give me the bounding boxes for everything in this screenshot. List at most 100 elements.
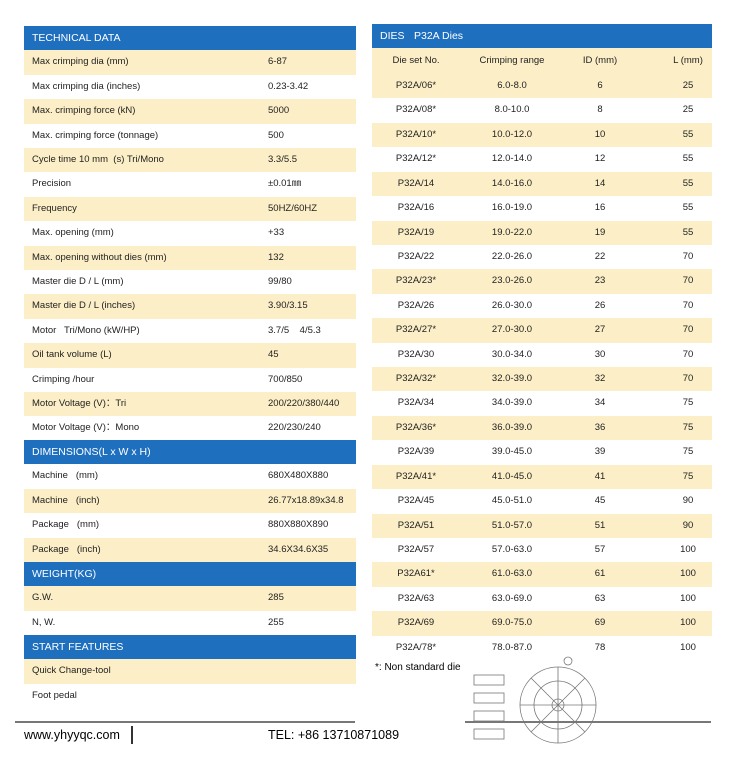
die-cell: 8 [597,104,603,116]
die-cell: 55 [682,226,694,238]
die-row: P32A/63 63.0-69.0 63 100 [372,587,712,611]
die-cell: 26 [594,299,606,311]
die-cell: P32A/69 [397,617,435,629]
spec-value: 132 [268,251,284,263]
die-cell: 90 [682,519,694,531]
die-cell: 69 [594,617,606,629]
die-cell: 19 [594,226,606,238]
spec-label: Crimping /hour [32,373,95,385]
spec-value: 700/850 [268,373,303,385]
spec-value: 6-87 [268,56,288,68]
spec-label: Max. opening without dies (mm) [32,251,167,263]
die-cell: 51.0-57.0 [491,519,533,531]
die-cell: 75 [682,470,694,482]
die-cell: 16 [594,202,606,214]
die-cell: 100 [680,592,696,604]
die-cell: P32A/32* [395,373,437,385]
die-cell: 100 [680,543,696,555]
section-header: DIMENSIONS(L x W x H) [24,440,356,465]
die-cell: 23.0-26.0 [491,275,533,287]
column-header-row: Die set No. Crimping range ID (mm) L (mm) [372,48,712,74]
die-cell: 16.0-19.0 [491,202,533,214]
spec-value: 45 [268,349,279,361]
die-cell: 19.0-22.0 [491,226,533,238]
die-row: P32A/27* 27.0-30.0 27 70 [372,318,712,343]
website: www.yhyyqc.com [24,728,120,742]
spec-label: Quick Change-tool [32,665,111,677]
column-header: Die set No. [392,55,440,66]
spec-row: Max. opening (mm) +33 [24,221,356,245]
spec-value: 285 [268,592,284,604]
die-cell: 78.0-87.0 [491,641,533,653]
die-cell: 41 [594,470,606,482]
die-cell: 70 [682,275,694,287]
spec-value: 880X880X890 [268,519,329,531]
spec-value: 26.77x18.89x34.8 [268,494,344,506]
die-row: P32A/06* 6.0-8.0 6 25 [372,74,712,99]
die-cell: P32A/19 [397,226,435,238]
die-cell: 26.0-30.0 [491,299,533,311]
die-cell: 32.0-39.0 [491,373,533,385]
die-cell: P32A/34 [397,397,435,409]
die-cell: 61.0-63.0 [491,568,533,580]
die-cell: P32A/57 [397,543,435,555]
spec-label: Max. opening (mm) [32,227,114,239]
die-cell: P32A/51 [397,519,435,531]
die-cell: 41.0-45.0 [491,470,533,482]
dies-header: DIES P32A Dies [372,24,712,48]
spec-row: Motor Voltage (V)：Tri 200/220/380/440 [24,392,356,417]
separator [131,726,133,744]
die-cell: 55 [682,177,694,189]
spec-value: 680X480X880 [268,470,329,482]
die-row: P32A/51 51.0-57.0 51 90 [372,513,712,538]
die-cell: 27 [594,324,606,336]
spec-value: ±0.01㎜ [268,178,302,190]
die-cell: 70 [682,324,694,336]
die-cell: 45.0-51.0 [491,495,533,507]
die-cell: P32A/16 [397,202,435,214]
die-cell: P32A/06* [395,80,437,91]
spec-value: 3.3/5.5 [268,154,298,165]
die-cell: 32 [594,373,606,385]
spec-label: Master die D / L (mm) [32,276,124,287]
die-row: P32A/08* 8.0-10.0 8 25 [372,98,712,122]
die-cell: 57 [594,543,606,555]
die-cell: 100 [680,617,696,629]
die-cell: 63 [594,592,606,604]
die-cell: 57.0-63.0 [491,543,533,555]
die-cell: 70 [682,250,694,262]
die-cell: 14.0-16.0 [491,177,533,189]
spec-label: Package (inch) [32,543,101,555]
die-cell: 61 [594,568,606,580]
die-cell: 6.0-8.0 [497,80,527,91]
spec-label: Max. crimping force (tonnage) [32,129,159,141]
die-cell: 10 [594,128,606,140]
die-cell: P32A/27* [395,324,437,336]
die-cell: 25 [682,80,694,91]
spec-row: Package (mm) 880X880X890 [24,513,356,537]
die-cell: 63.0-69.0 [491,592,533,604]
die-cell: P32A/10* [395,128,437,140]
die-cell: 8.0-10.0 [494,104,530,116]
spec-value: 255 [268,616,284,628]
die-row: P32A/45 45.0-51.0 45 90 [372,489,712,513]
die-cell: 69.0-75.0 [491,617,533,629]
die-cell: 70 [682,299,694,311]
die-cell: P32A/41* [395,470,437,482]
spec-row: Max. crimping force (kN) 5000 [24,99,356,124]
spec-label: G.W. [32,592,54,604]
spec-label: Motor Tri/Mono (kW/HP) [32,324,140,336]
die-cell: 55 [682,153,694,165]
die-cell: P32A/14 [397,177,435,189]
die-cell: P32A/12* [395,153,437,165]
die-cell: 12 [594,153,606,165]
die-cell: P32A61* [397,568,435,580]
die-cell: 12.0-14.0 [491,153,533,165]
footer-rule [15,721,355,723]
spec-row: Oil tank volume (L) 45 [24,343,356,368]
die-cell: 70 [682,373,694,385]
die-cell: 70 [682,348,694,360]
spec-label: Cycle time 10 mm (s) Tri/Mono [32,154,164,165]
die-diagram [473,656,597,744]
die-cell: 75 [682,421,694,433]
